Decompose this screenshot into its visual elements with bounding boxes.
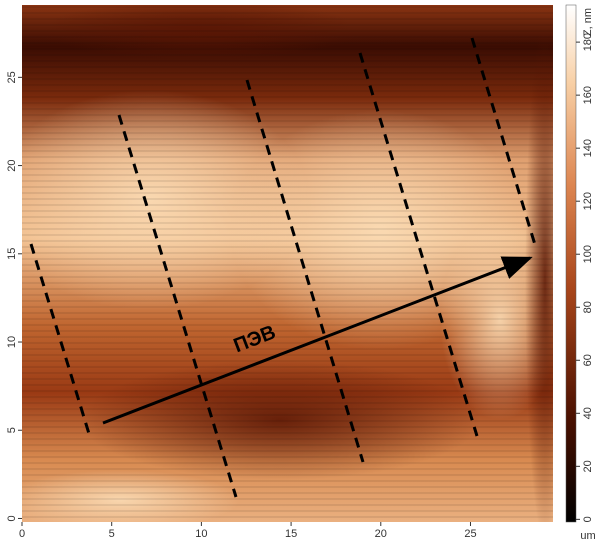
colorbar [565,4,577,523]
y-tick-label: 20 [6,159,18,171]
colorbar-tick-label: 0 [582,516,594,522]
y-tick-label: 0 [6,515,18,521]
y-tick-label: 15 [6,248,18,260]
y-tick-label: 5 [6,427,18,433]
y-tick-label: 25 [6,71,18,83]
colorbar-tick-label: 160 [582,86,594,104]
colorbar-tick-label: 80 [582,301,594,313]
x-tick-label: 10 [195,528,207,540]
x-tick-label: 25 [464,528,476,540]
x-unit: um [580,530,595,542]
colorbar-tick-label: 40 [582,407,594,419]
arrow [102,256,533,425]
colorbar-tick-label: 120 [582,192,594,210]
colorbar-tick-label: 20 [582,460,594,472]
x-tick-label: 15 [285,528,297,540]
x-tick-label: 20 [375,528,387,540]
colorbar-tick-label: 180 [582,33,594,51]
dashed-lines [29,37,538,498]
afm-image [22,5,553,522]
colorbar-tick-label: 140 [582,139,594,157]
x-tick-label: 0 [19,528,25,540]
colorbar-tick-label: 100 [582,245,594,263]
y-tick-label: 10 [6,336,18,348]
colorbar-label: Z, nm [582,8,594,36]
x-tick-label: 5 [109,528,115,540]
colorbar-tick-label: 60 [582,354,594,366]
